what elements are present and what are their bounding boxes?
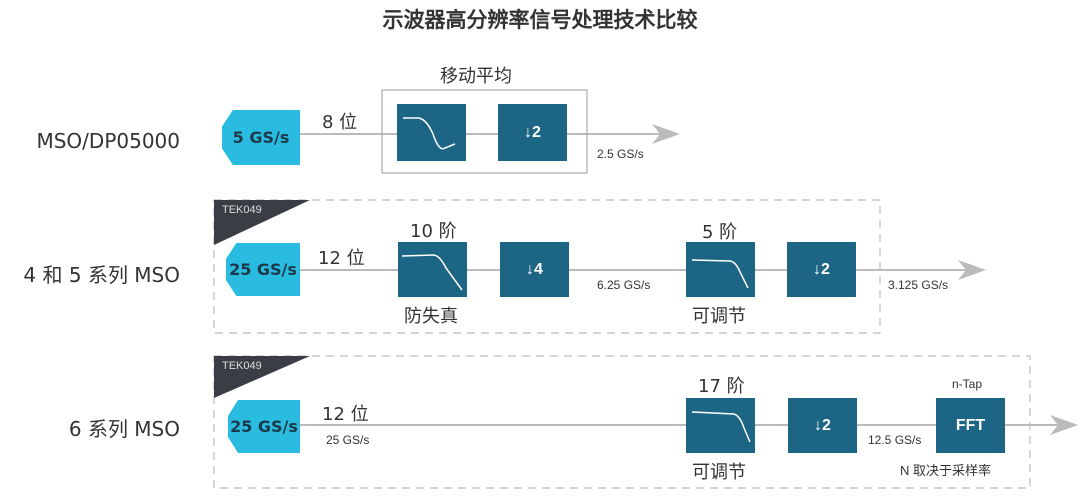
moving-average-group [381,89,588,174]
row3-adjustable-filter-block [686,398,755,453]
arrow-head [1050,415,1078,435]
row2-decimate2-block: ↓2 [787,242,856,297]
anti-alias-filter-block [398,242,467,297]
row3-dashed-group [213,355,1031,489]
row2-decimate1-block: ↓4 [500,242,569,297]
row3-bits: 12 位 [322,404,369,425]
row2-filter2-order: 5 阶 [702,222,738,243]
row2-bits: 12 位 [318,248,365,269]
row3-decimate-block: ↓2 [788,398,857,453]
row1-bits: 8 位 [322,112,358,133]
row3-filter-label: 可调节 [692,462,746,483]
fft-n-tap-label: n-Tap [952,377,983,391]
row2-source-rate: 25 GS/s [226,243,300,296]
row1-group-label: 移动平均 [440,66,512,87]
row3-filter-order: 17 阶 [698,376,745,397]
row1-label: MSO/DP05000 [36,129,180,153]
row3-label: 6 系列 MSO [68,417,180,441]
diagram-title: 示波器高分辨率信号处理技术比较 [382,8,698,32]
arrow-head [958,260,986,280]
row2-dashed-group [213,199,881,334]
arrow-head [652,124,680,144]
lowpass-curve-icon [691,411,751,443]
row1-output-rate: 2.5 GS/s [597,147,644,161]
row1-decimate-block: ↓2 [498,104,567,161]
row1-source-rate: 5 GS/s [222,110,300,165]
row3-source-rate: 25 GS/s [228,400,300,453]
row2-filter1-label: 防失真 [404,306,458,327]
row2-filter1-order: 10 阶 [410,221,457,242]
lowpass-curve-icon [691,259,749,289]
lowpass-curve-icon [401,254,463,291]
row2-mid-rate: 6.25 GS/s [597,278,651,292]
row3-mid-rate: 12.5 GS/s [868,433,922,447]
row2-label: 4 和 5 系列 MSO [23,263,180,287]
row2-filter2-label: 可调节 [692,306,746,327]
row3-input-rate: 25 GS/s [326,433,370,447]
adjustable-filter-block [686,242,755,297]
moving-average-filter-block [397,104,466,161]
fft-note: N 取决于采样率 [900,463,992,478]
row2-output-rate: 3.125 GS/s [888,278,949,292]
fft-block: FFT [936,398,1005,453]
filter-curve-icon [403,117,456,150]
